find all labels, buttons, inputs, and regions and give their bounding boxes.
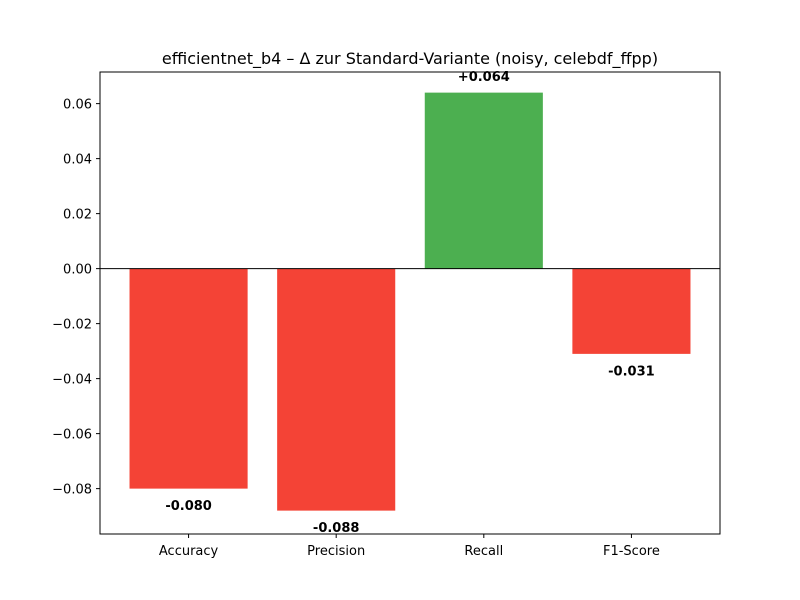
data-label-precision: -0.088 bbox=[313, 521, 360, 536]
bar-recall bbox=[424, 92, 543, 269]
x-tick-label: Accuracy bbox=[159, 544, 219, 559]
y-tick-label: −0.06 bbox=[52, 428, 92, 443]
data-label-recall: +0.064 bbox=[458, 70, 510, 85]
y-tick-label: 0.02 bbox=[63, 208, 92, 223]
x-axis: Accuracy Precision Recall F1-Score bbox=[159, 534, 660, 559]
y-tick-label: −0.08 bbox=[52, 483, 92, 498]
bar-accuracy bbox=[129, 268, 248, 489]
y-tick-label: −0.04 bbox=[52, 373, 92, 388]
bar-f1-score bbox=[572, 268, 691, 354]
y-tick-label: 0.04 bbox=[63, 153, 92, 168]
data-label-f1-score: -0.031 bbox=[608, 364, 655, 379]
y-tick-label: −0.02 bbox=[52, 318, 92, 333]
data-label-accuracy: -0.080 bbox=[165, 499, 212, 514]
plot-frame bbox=[99, 71, 721, 535]
bar-precision bbox=[277, 268, 396, 511]
x-tick-label: Precision bbox=[307, 544, 365, 559]
bars-group bbox=[129, 92, 691, 511]
y-axis: −0.08 −0.06 −0.04 −0.02 0.00 0.02 0.04 0.06 bbox=[52, 98, 100, 498]
chart-title: efficientnet_b4 – Δ zur Standard-Variant… bbox=[162, 49, 658, 69]
y-tick-label: 0.06 bbox=[63, 98, 92, 113]
y-tick-label: 0.00 bbox=[63, 263, 92, 278]
x-tick-label: F1-Score bbox=[603, 544, 660, 559]
data-labels-group: -0.080 -0.088 +0.064 -0.031 bbox=[165, 70, 654, 536]
x-tick-label: Recall bbox=[464, 544, 503, 559]
